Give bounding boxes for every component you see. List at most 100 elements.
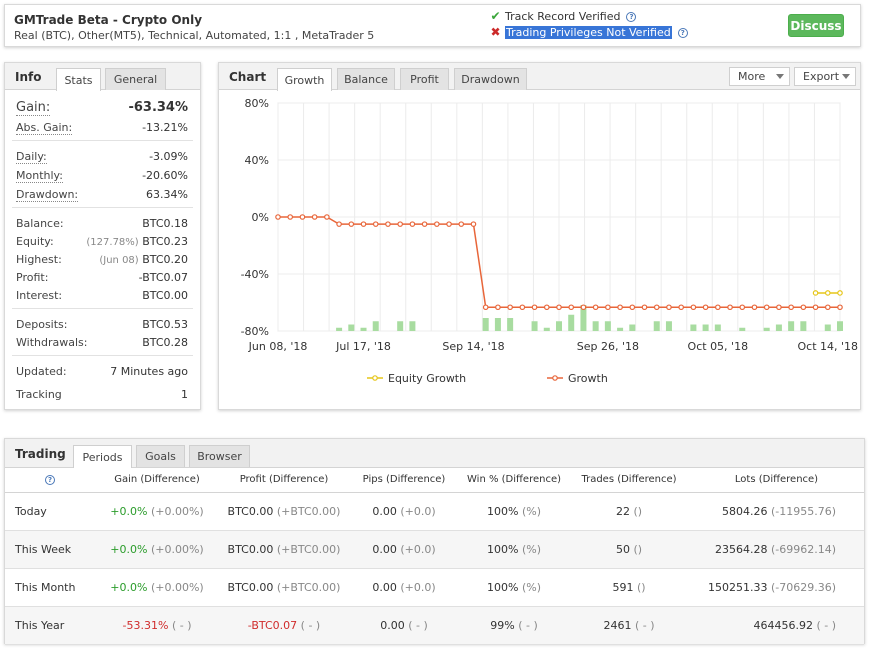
series-point (507, 304, 513, 311)
profit-cell: BTC0.00 (227, 542, 274, 556)
equity-percent: (127.78%) (86, 237, 139, 248)
discuss-button[interactable]: Discuss (788, 14, 844, 37)
series-point (446, 221, 452, 227)
profit-label: Profit: (16, 271, 49, 284)
period-label: This Week (15, 542, 72, 556)
series-point (812, 290, 819, 296)
series-point (495, 304, 501, 311)
table-cell: Today (5, 492, 95, 531)
highest-value: BTC0.20 (142, 253, 188, 266)
legend-label: Growth (568, 372, 608, 385)
period-label: This Month (15, 580, 76, 594)
volume-bar (409, 321, 416, 331)
tab-general[interactable]: General (105, 68, 166, 90)
volume-bar (556, 321, 562, 331)
abs-gain-value: -13.21% (142, 121, 188, 134)
series-point (519, 304, 526, 311)
tab-browser[interactable]: Browser (189, 445, 250, 467)
drawdown-label: Drawdown: (16, 188, 79, 202)
help-icon[interactable]: ? (626, 11, 637, 22)
check-icon: ✔ (490, 9, 501, 23)
deposits-label: Deposits: (16, 318, 68, 331)
equity-label: Equity: (16, 235, 54, 248)
tab-profit[interactable]: Profit (400, 68, 449, 90)
win-diff: (%) (521, 580, 541, 594)
volume-bar (592, 321, 599, 331)
volume-bar (739, 327, 746, 331)
volume-bar (397, 321, 404, 331)
x-tick-label: Oct 14, '18 (798, 340, 859, 353)
y-tick-label: 40% (245, 154, 269, 167)
series-point (812, 304, 819, 311)
volume-bar (690, 324, 697, 331)
tracking-label: Tracking (16, 388, 62, 401)
gain-cell: +0.0% (110, 580, 148, 594)
series-point (653, 304, 660, 311)
series-point (360, 221, 367, 227)
updated-row: Updated: 7 Minutes ago (16, 365, 188, 378)
series-point (666, 304, 672, 311)
profit-diff: ( - ) (300, 618, 321, 632)
chart-tabbar: Chart Growth Balance Profit Drawdown Mor… (219, 63, 860, 91)
lots-cell: 23564.28 (714, 542, 768, 556)
cross-icon: ✖ (490, 25, 501, 39)
table-cell: +0.0% (+0.00%) (95, 492, 219, 531)
volume-bar (531, 321, 538, 331)
trades-diff: () (636, 580, 646, 594)
gain-diff: (+0.00%) (150, 580, 204, 594)
gain-row: Gain: -63.34% (16, 100, 188, 116)
tab-goals[interactable]: Goals (136, 445, 185, 467)
lots-diff: (-70629.36) (770, 580, 836, 594)
series-point (372, 221, 379, 227)
lots-cell: 464456.92 (753, 618, 813, 632)
system-title: GMTrade Beta - Crypto Only (14, 13, 203, 27)
balance-label: Balance: (16, 217, 64, 230)
series-point (605, 304, 611, 311)
tab-balance[interactable]: Balance (337, 68, 395, 90)
volume-bar (629, 324, 636, 331)
series-point (837, 304, 843, 311)
series-point (421, 221, 428, 227)
tab-growth[interactable]: Growth (277, 68, 332, 91)
table-cell: This Year (5, 606, 95, 645)
table-cell: 0.00 (+0.0) (349, 568, 459, 607)
profit-value: -BTC0.07 (138, 271, 188, 284)
trading-privileges-label: Trading Privileges Not Verified (505, 26, 672, 39)
help-icon[interactable]: ? (45, 475, 55, 486)
table-cell: BTC0.00 (+BTC0.00) (219, 530, 349, 569)
volume-bar (788, 321, 795, 331)
info-panel: Info Stats General Gain: -63.34% Abs. Ga… (4, 62, 201, 410)
trades-cell: 591 (612, 580, 634, 594)
trades-diff: () (633, 504, 643, 518)
export-dropdown[interactable]: Export (794, 67, 856, 86)
series-point (751, 304, 758, 311)
more-dropdown[interactable]: More (729, 67, 790, 86)
series-point (715, 304, 721, 311)
series-point (592, 304, 599, 311)
table-cell: 100% (%) (459, 530, 569, 569)
balance-value: BTC0.18 (142, 217, 188, 230)
series-point (409, 221, 416, 227)
volume-bar (824, 324, 831, 331)
period-label: Today (15, 504, 47, 518)
volume-bar (348, 324, 355, 331)
tab-stats[interactable]: Stats (56, 68, 101, 91)
lots-diff: (-11955.76) (770, 504, 836, 518)
tab-drawdown[interactable]: Drawdown (454, 68, 527, 90)
tab-periods[interactable]: Periods (73, 445, 132, 468)
y-tick-label: -80% (241, 325, 269, 338)
daily-label: Daily: (16, 150, 47, 164)
period-label: This Year (15, 618, 65, 632)
table-cell: 23564.28 (-69962.14) (689, 530, 864, 569)
pips-cell: 0.00 (380, 618, 405, 632)
table-cell: +0.0% (+0.00%) (95, 530, 219, 569)
win-cell: 100% (487, 542, 519, 556)
pips-cell: 0.00 (372, 542, 397, 556)
lots-cell: 150251.33 (707, 580, 768, 594)
divider (12, 355, 193, 356)
table-cell: 0.00 ( - ) (349, 606, 459, 645)
withdrawals-value: BTC0.28 (142, 336, 188, 349)
x-tick-label: Jun 08, '18 (248, 340, 308, 353)
column-header-gain: Gain (Difference) (95, 468, 219, 493)
help-icon[interactable]: ? (677, 27, 688, 38)
